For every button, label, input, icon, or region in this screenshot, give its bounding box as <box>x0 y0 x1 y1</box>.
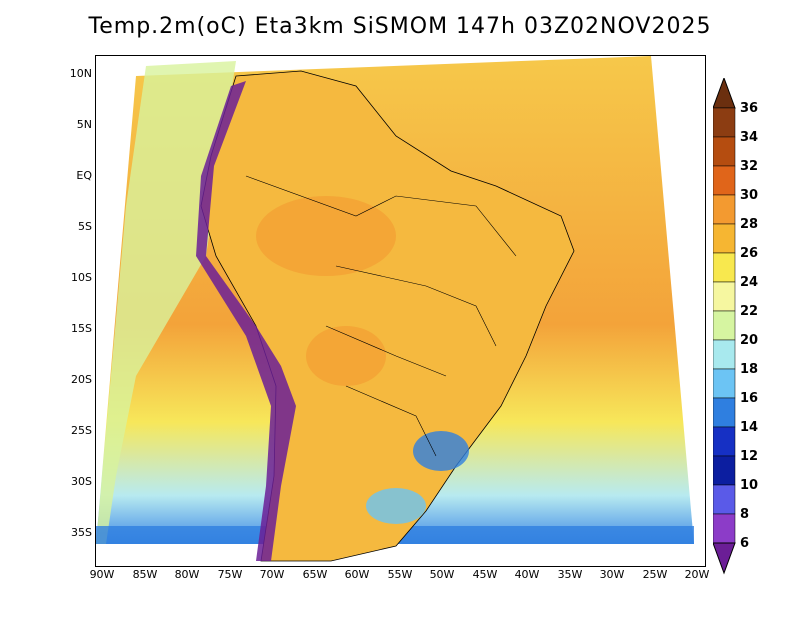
lon-label: 75W <box>217 568 243 581</box>
colorbar-swatch <box>713 368 736 399</box>
lon-label: 85W <box>132 568 158 581</box>
colorbar-label: 32 <box>740 159 759 174</box>
colorbar-label: 8 <box>740 507 750 522</box>
lon-label: 30W <box>599 568 625 581</box>
lat-label: EQ <box>76 169 92 182</box>
lat-label: 15S <box>71 322 92 335</box>
lat-label: 25S <box>71 424 92 437</box>
colorbar-swatch <box>713 136 736 167</box>
lon-label: 35W <box>557 568 583 581</box>
lon-label: 50W <box>429 568 455 581</box>
pantanal-warm-patch <box>306 326 386 386</box>
colorbar-label: 26 <box>740 246 759 261</box>
map-title: Temp.2m(oC) Eta3km SiSMOM 147h 03Z02NOV2… <box>88 14 712 39</box>
colorbar-swatch <box>713 484 736 515</box>
colorbar-label: 18 <box>740 362 759 377</box>
lon-label: 25W <box>642 568 668 581</box>
colorbar-swatch <box>713 513 736 544</box>
lon-label: 80W <box>174 568 200 581</box>
lon-label: 70W <box>259 568 285 581</box>
colorbar-label: 6 <box>740 536 750 551</box>
lon-label: 65W <box>302 568 328 581</box>
lat-label: 10S <box>71 271 92 284</box>
colorbar-label: 36 <box>740 101 759 116</box>
colorbar-swatch <box>713 339 736 370</box>
colorbar-label: 30 <box>740 188 759 203</box>
colorbar-label: 22 <box>740 304 759 319</box>
lon-label: 20W <box>684 568 710 581</box>
lat-label: 35S <box>71 526 92 539</box>
colorbar-swatch <box>713 252 736 283</box>
colorbar-swatch <box>713 426 736 457</box>
colorbar-label: 34 <box>740 130 759 145</box>
southeast-cool-area <box>413 431 469 471</box>
colorbar-label: 24 <box>740 275 759 290</box>
lat-label: 30S <box>71 475 92 488</box>
lon-label: 45W <box>472 568 498 581</box>
lat-label: 20S <box>71 373 92 386</box>
colorbar-swatch <box>713 455 736 486</box>
colorbar-swatch <box>713 165 736 196</box>
colorbar-swatch <box>713 310 736 341</box>
andes-cold-spine <box>196 81 296 561</box>
colorbar-label: 28 <box>740 217 759 232</box>
colorbar-label: 14 <box>740 420 759 435</box>
lat-label: 5S <box>78 220 92 233</box>
colorbar-swatch <box>713 223 736 254</box>
south-cool-area <box>366 488 426 524</box>
lon-label: 40W <box>514 568 540 581</box>
colorbar-label: 20 <box>740 333 759 348</box>
lon-label: 55W <box>387 568 413 581</box>
colorbar-swatch <box>713 281 736 312</box>
lon-label: 90W <box>89 568 115 581</box>
amazon-warm-patch <box>256 196 396 276</box>
colorbar-swatch <box>713 194 736 225</box>
colorbar-label: 16 <box>740 391 759 406</box>
lat-label: 10N <box>69 67 92 80</box>
state-borders <box>245 175 517 457</box>
lat-label: 5N <box>76 118 92 131</box>
lon-label: 60W <box>344 568 370 581</box>
colorbar-label: 10 <box>740 478 759 493</box>
colorbar-swatch <box>713 397 736 428</box>
colorbar-arrow-bottom <box>713 542 736 575</box>
temperature-field <box>96 56 694 562</box>
colorbar-arrow-top <box>713 78 736 109</box>
colorbar-swatch <box>713 107 736 138</box>
map-panel <box>95 55 706 567</box>
colorbar <box>713 78 736 575</box>
colorbar-label: 12 <box>740 449 759 464</box>
